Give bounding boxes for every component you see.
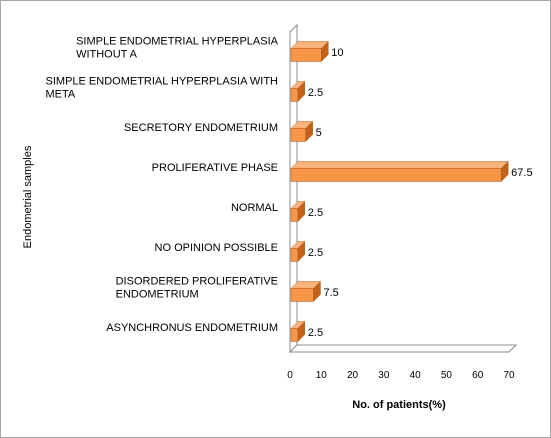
bar-front — [290, 88, 299, 102]
floor — [288, 344, 518, 353]
x-tick-label: 30 — [378, 370, 390, 381]
bar — [290, 320, 306, 343]
bar-end — [500, 160, 509, 183]
bar — [290, 160, 509, 183]
bar — [290, 40, 329, 63]
bars — [290, 40, 509, 343]
bar — [290, 200, 306, 223]
x-tick-label: 10 — [316, 370, 328, 381]
x-tick-labels: 0 10 20 30 40 50 60 70 — [287, 370, 515, 381]
bar-end — [297, 200, 306, 223]
side-wall — [289, 23, 298, 354]
category-label: ENDOMETRIUM — [116, 289, 199, 301]
bar — [290, 120, 314, 143]
x-tick-label: 50 — [441, 370, 453, 381]
bar — [290, 80, 306, 103]
data-label: 2.5 — [308, 327, 323, 339]
category-label: WITHOUT A — [76, 49, 138, 61]
x-tick-label: 70 — [503, 370, 515, 381]
x-tick-label: 0 — [287, 370, 293, 381]
data-label: 67.5 — [511, 167, 532, 179]
bar-front — [290, 168, 502, 182]
bar-front — [290, 48, 322, 62]
bar-end — [321, 40, 329, 63]
category-label: PROLIFERATIVE PHASE — [152, 162, 278, 174]
bar-front — [290, 328, 299, 342]
bar-end — [305, 120, 313, 143]
bar-front — [290, 248, 299, 262]
category-label: NO OPINION POSSIBLE — [155, 242, 278, 254]
x-tick-label: 40 — [410, 370, 422, 381]
data-label: 10 — [331, 47, 343, 59]
category-label: SECRETORY ENDOMETRIUM — [124, 122, 278, 134]
data-labels: 10 2.5 5 67.5 2.5 2.5 7.5 2.5 — [308, 47, 533, 339]
bar — [290, 240, 306, 263]
x-tick-label: 60 — [472, 370, 484, 381]
x-tick-label: 20 — [347, 370, 359, 381]
bar-end — [297, 80, 306, 103]
category-label: META — [46, 89, 76, 101]
bar-end — [313, 280, 321, 303]
bar-front — [290, 208, 299, 222]
x-axis-title: No. of patients(%) — [352, 399, 446, 411]
bar-top — [290, 161, 509, 169]
data-label: 5 — [316, 127, 322, 139]
category-label: NORMAL — [231, 202, 278, 214]
category-label: ASYNCHRONUS ENDOMETRIUM — [106, 322, 278, 334]
data-label: 7.5 — [323, 287, 338, 299]
bar — [290, 280, 322, 303]
category-label: DISORDERED PROLIFERATIVE — [116, 276, 278, 288]
bar-front — [290, 128, 306, 142]
bar-end — [297, 320, 306, 343]
data-label: 2.5 — [308, 207, 323, 219]
data-label: 2.5 — [308, 87, 323, 99]
data-label: 2.5 — [308, 247, 323, 259]
category-label: SIMPLE ENDOMETRIAL HYPERPLASIA WITH — [46, 76, 279, 88]
category-label: SIMPLE ENDOMETRIAL HYPERPLASIA — [76, 36, 279, 48]
chart-walls — [288, 23, 518, 354]
bar-end — [297, 240, 306, 263]
bar-front — [290, 288, 314, 302]
y-axis-title: Endometrial samples — [22, 145, 34, 248]
